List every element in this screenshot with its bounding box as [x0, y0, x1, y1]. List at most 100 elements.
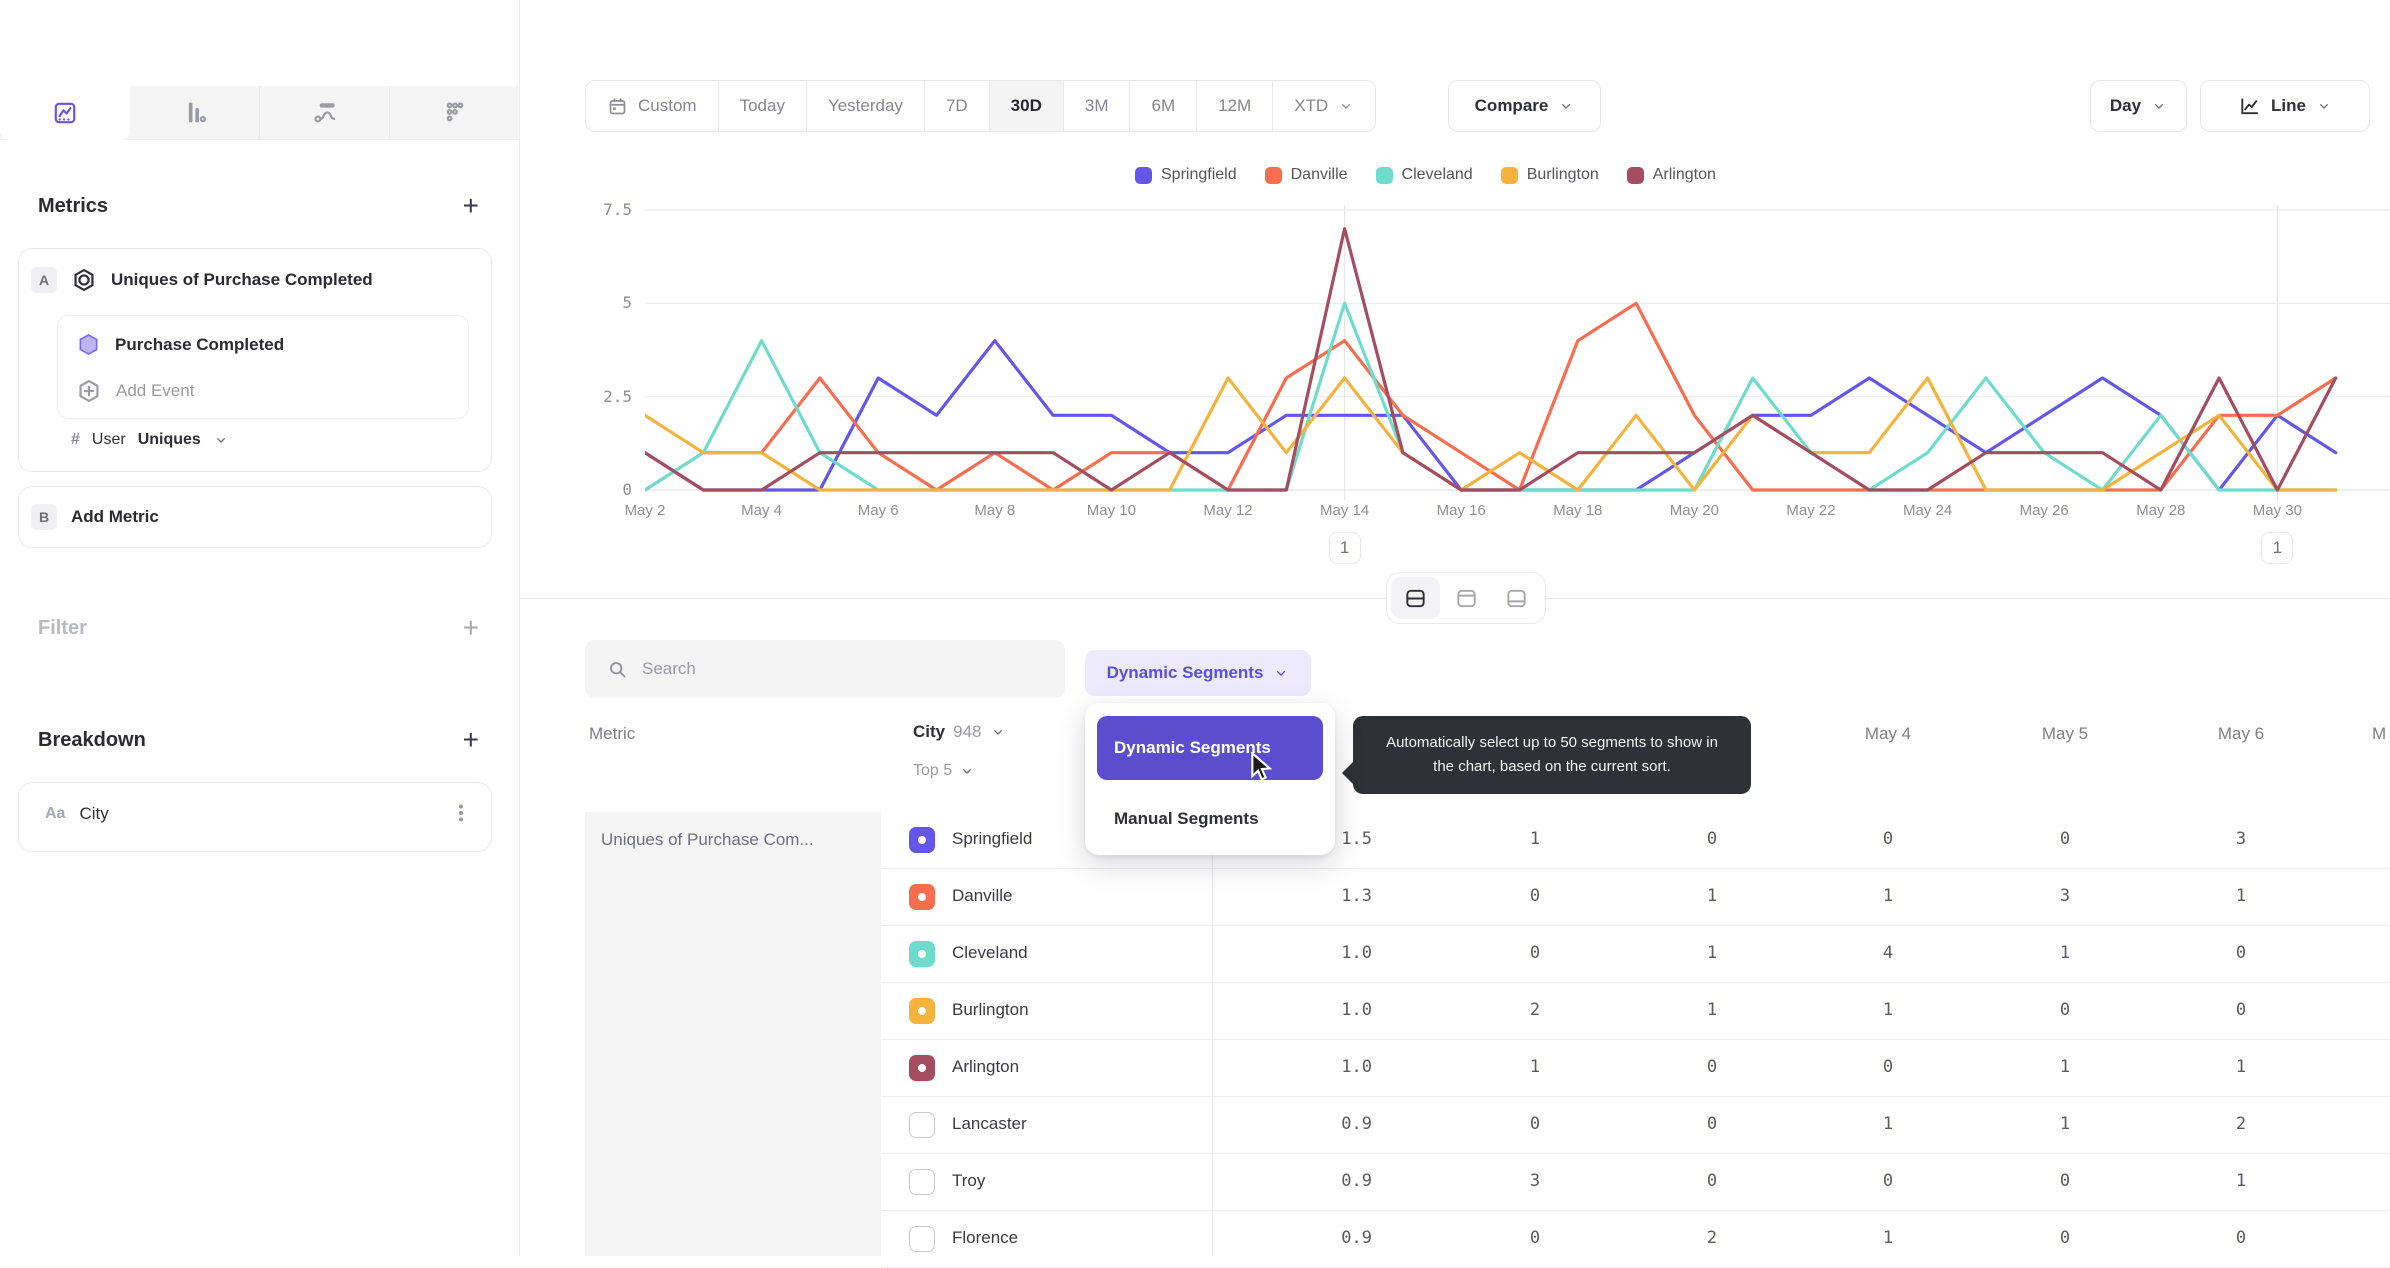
- range-xtd[interactable]: XTD: [1273, 81, 1375, 131]
- day-value: 0: [1529, 943, 1541, 963]
- segment-checkbox[interactable]: [909, 884, 935, 910]
- annotation-badge[interactable]: 1: [2261, 532, 2294, 564]
- hash-icon: #: [71, 431, 80, 448]
- range-30d[interactable]: 30D: [989, 81, 1064, 131]
- interval-dropdown[interactable]: Day: [2090, 80, 2187, 132]
- range-today[interactable]: Today: [719, 81, 807, 131]
- line-chart-icon: [52, 100, 78, 126]
- compare-button[interactable]: Compare: [1448, 80, 1601, 132]
- scatter-chart-icon: [442, 100, 468, 126]
- y-axis-label: 5: [622, 293, 632, 313]
- segment-checkbox[interactable]: [909, 1055, 935, 1081]
- chart-type-tab-bar-chart[interactable]: [130, 86, 260, 140]
- search-input[interactable]: [642, 659, 1022, 679]
- chart-type-tab-scatter-chart[interactable]: [390, 86, 520, 140]
- day-value: 1: [2059, 943, 2071, 963]
- chevron-down-icon: [2316, 98, 2332, 114]
- day-column-header-partial: M: [2372, 724, 2387, 743]
- day-value: 2: [1529, 1000, 1541, 1020]
- menu-item-manual-segments[interactable]: Manual Segments: [1114, 809, 1259, 828]
- day-value: 3: [2235, 829, 2247, 849]
- add-filter-plus-icon[interactable]: +: [462, 612, 479, 643]
- line-chart-icon: [2238, 95, 2261, 118]
- segment-checkbox[interactable]: [909, 1226, 935, 1252]
- group-column-header[interactable]: City 948: [913, 722, 1006, 742]
- metric-a-card[interactable]: A Uniques of Purchase Completed Purchase…: [18, 248, 492, 472]
- chevron-down-icon: [2151, 98, 2167, 114]
- add-event-icon: [76, 378, 102, 404]
- measure-selector[interactable]: # User Uniques: [71, 431, 229, 449]
- line-chart[interactable]: [645, 195, 2390, 500]
- layout-toggle-layout-split[interactable]: [1391, 577, 1440, 619]
- range-7d[interactable]: 7D: [925, 81, 990, 131]
- legend-item-burlington[interactable]: Burlington: [1500, 166, 1599, 184]
- day-value: 0: [2235, 943, 2247, 963]
- metrics-section-header: Metrics +: [38, 192, 479, 220]
- table-row-troy: Troy 0.9 3 0 0 0 1: [881, 1154, 2390, 1211]
- layout-toggle-layout-bottom[interactable]: [1492, 577, 1541, 619]
- range-6m[interactable]: 6M: [1130, 81, 1198, 131]
- metric-b-badge: B: [31, 504, 57, 530]
- add-breakdown-plus-icon[interactable]: +: [462, 724, 479, 755]
- range-custom[interactable]: Custom: [586, 81, 719, 131]
- legend-item-arlington[interactable]: Arlington: [1626, 166, 1716, 184]
- add-event-row[interactable]: Add Event: [76, 378, 194, 404]
- group-count: 948: [953, 722, 982, 741]
- layout-toggle-layout-top[interactable]: [1442, 577, 1491, 619]
- event-row[interactable]: Purchase Completed: [76, 332, 284, 357]
- segment-checkbox[interactable]: [909, 1112, 935, 1138]
- segment-name: Lancaster: [952, 1114, 1027, 1133]
- segment-checkbox[interactable]: [909, 1169, 935, 1195]
- day-value: 1: [1882, 1114, 1894, 1134]
- chevron-down-icon: [1338, 98, 1354, 114]
- avg-value: 0.9: [1341, 1228, 1372, 1248]
- segment-name: Cleveland: [952, 943, 1028, 962]
- menu-item-dynamic-segments[interactable]: Dynamic Segments: [1097, 716, 1323, 780]
- legend-item-cleveland[interactable]: Cleveland: [1375, 166, 1473, 184]
- x-axis-label: May 30: [2252, 502, 2302, 519]
- annotation-badge[interactable]: 1: [1328, 532, 1361, 564]
- table-row-cleveland: Cleveland 1.0 0 1 4 1 0: [881, 926, 2390, 983]
- chart-type-tab-line-chart[interactable]: [0, 86, 130, 140]
- day-value: 1: [1882, 1228, 1894, 1248]
- segment-name: Arlington: [952, 1057, 1020, 1076]
- avg-value: 0.9: [1341, 1114, 1372, 1134]
- chart-type-dropdown[interactable]: Line: [2200, 80, 2370, 132]
- day-value: 1: [2235, 1171, 2247, 1191]
- x-axis-label: May 12: [1203, 502, 1253, 519]
- segment-checkbox[interactable]: [909, 998, 935, 1024]
- breakdown-property-name: City: [79, 804, 109, 823]
- breakdown-city-card[interactable]: Aa City: [18, 782, 492, 852]
- segments-dropdown-button[interactable]: Dynamic Segments: [1085, 650, 1311, 696]
- add-metric-plus-icon[interactable]: +: [462, 190, 479, 221]
- top-n-selector[interactable]: Top 5: [913, 762, 975, 780]
- event-hexagon-icon: [76, 332, 101, 357]
- kebab-menu-icon[interactable]: [449, 801, 473, 825]
- day-value: 0: [2235, 1228, 2247, 1248]
- date-range-control: Custom Today Yesterday 7D 30D 3M 6M 12M XTD: [585, 80, 1377, 132]
- y-axis-label: 0: [622, 480, 632, 499]
- range-12m[interactable]: 12M: [1197, 81, 1274, 131]
- range-yesterday[interactable]: Yesterday: [807, 81, 925, 131]
- chevron-down-icon: [1273, 665, 1289, 681]
- x-axis-label: May 16: [1436, 502, 1486, 519]
- segment-checkbox[interactable]: [909, 827, 935, 853]
- day-value: 1: [2059, 1057, 2071, 1077]
- segment-checkbox[interactable]: [909, 941, 935, 967]
- search-icon: [607, 659, 628, 680]
- measure-entity: User: [91, 431, 126, 448]
- column-divider: [1212, 704, 1213, 1256]
- legend-item-springfield[interactable]: Springfield: [1135, 166, 1237, 184]
- calendar-icon: [607, 96, 628, 117]
- day-value: 0: [1706, 1171, 1718, 1191]
- avg-value: 1.0: [1341, 943, 1372, 963]
- range-3m[interactable]: 3M: [1064, 81, 1131, 131]
- add-metric-card[interactable]: B Add Metric: [18, 486, 492, 548]
- chart-type-tab-flow-chart[interactable]: [260, 86, 390, 140]
- legend-item-danville[interactable]: Danville: [1264, 166, 1348, 184]
- x-axis-label: May 24: [1902, 502, 1953, 519]
- table-row-florence: Florence 0.9 0 2 1 0 0: [881, 1211, 2390, 1268]
- chevron-down-icon: [1558, 98, 1574, 114]
- metrics-title: Metrics: [38, 194, 109, 217]
- metric-a-name: Uniques of Purchase Completed: [111, 270, 373, 289]
